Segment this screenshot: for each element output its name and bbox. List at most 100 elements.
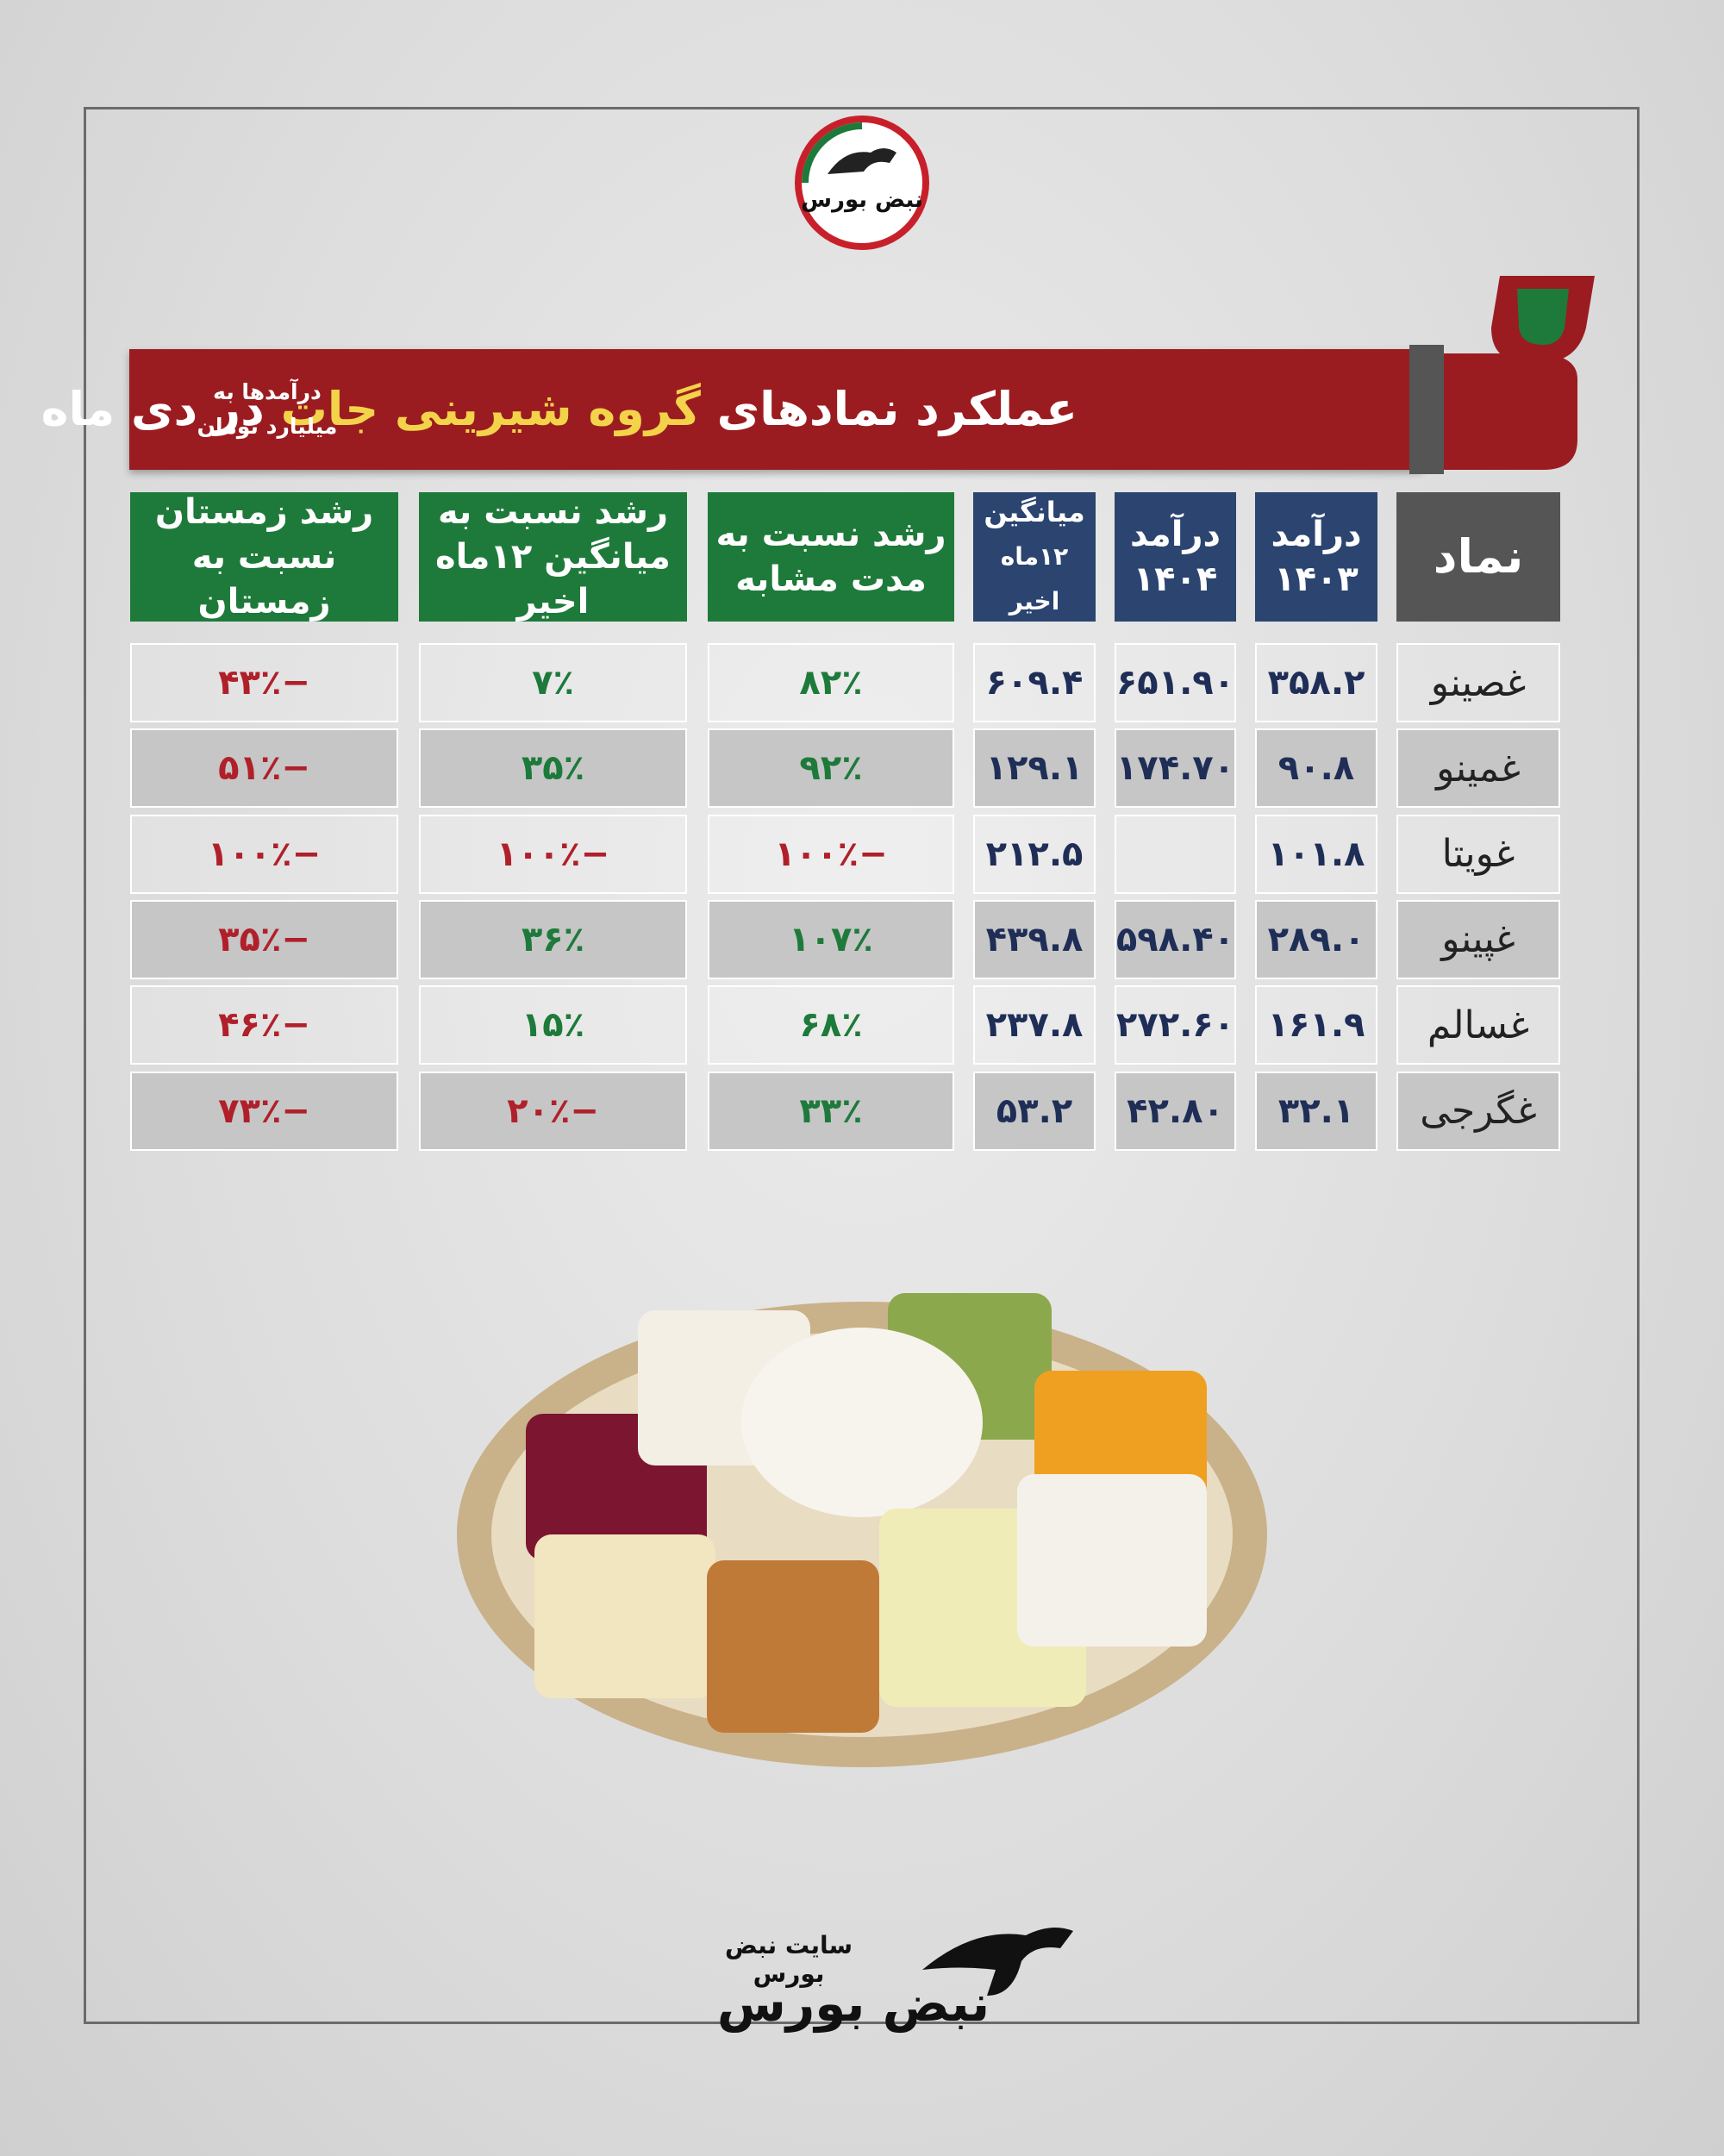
logo: نبض بورس [795,116,929,250]
title-highlight: گروه شیرینی جات [280,382,701,436]
sweet [707,1560,879,1733]
cell-text: ۶۵۱.۹۰ [1115,663,1235,703]
cell-text: ۳۵۸.۲ [1267,663,1365,703]
cell-text: ۸۲٪ [799,663,863,703]
table-cell: ۷٪ [419,643,687,722]
cell-text: ۱۶۱.۹ [1267,1005,1365,1046]
sweets-image [457,1293,1267,1767]
cuff [1409,345,1444,474]
column-header: نماد [1396,492,1560,622]
cell-text: ۶۰۹.۴ [985,663,1084,703]
cell-text: غسالم [1427,1003,1530,1047]
table-cell: ۳۲.۱ [1255,1071,1377,1151]
cell-text: ۱۲۹.۱ [985,748,1084,789]
table-cell: ۳۳٪ [708,1071,954,1151]
cell-text: −۲۰٪ [507,1090,599,1131]
cell-text: ۵۹۸.۴۰ [1115,919,1235,959]
logo-ring [795,116,929,250]
table: نماد درآمد ۱۴۰۳ درآمد ۱۴۰۴ میانگین ۱۲ماه اخیر ر… [130,492,1560,1151]
footer-bull [922,1928,1073,1996]
title-part: عملکرد نمادهای [716,382,1078,436]
column-header: درآمد ۱۴۰۳ [1255,492,1377,622]
header-line: میانگین ۱۲ماه اخیر [435,537,671,622]
row-label: غصینو [1396,643,1560,722]
cell-text: ۴۳۹.۸ [985,919,1084,959]
sign-inner [1517,289,1569,345]
logo-arc [802,122,863,184]
table-cell: ۱۲۹.۱ [973,728,1096,809]
cell-text: ۶۸٪ [799,1005,863,1046]
sweet [534,1534,715,1698]
cell-text: ۹۰.۸ [1277,748,1355,789]
footer-site: سایت نبض بورس [724,1931,853,1988]
cell-text: ۲۷۲.۶۰ [1115,1005,1235,1046]
cell-text: غمینو [1436,746,1521,791]
cell-text: ۳۳٪ [799,1090,863,1131]
table-cell: ۴۲.۸۰ [1115,1071,1236,1151]
cell-text: ۳۲.۱ [1277,1090,1355,1131]
cell-text: ۴۲.۸۰ [1127,1090,1224,1131]
table-cell: ۱۰۷٪ [708,899,954,979]
bull [922,1928,1073,1996]
header-line: نماد [1433,529,1524,584]
cell-text: غگرجی [1420,1089,1537,1133]
table-cell: ۲۸۹.۰ [1255,899,1377,979]
title-banner: عملکرد نمادهای گروه شیرینی جات در دی ماه… [41,349,1422,470]
table-cell: ۱۰۱.۸ [1255,814,1377,894]
table-cell: ۹۲٪ [708,728,954,809]
footer-brand: نبض بورس [716,1974,990,2033]
cell-text: ۱۰۱.۸ [1267,834,1365,874]
table-cell: ۵۹۸.۴۰ [1115,899,1236,979]
table-cell: ۳۶٪ [419,899,687,979]
cell-text: ۲۸۹.۰ [1267,919,1365,959]
unit-note: درآمدها به میلیارد تومان [155,375,379,444]
cell-text: ۳۶٪ [521,919,585,959]
sweet [741,1328,983,1517]
cell-text: −۱۰۰٪ [774,834,888,874]
header-line: مدت مشابه [735,559,927,599]
fist [1440,353,1577,470]
cell-text: ۷٪ [532,663,574,703]
cell-text: غپینو [1441,917,1515,962]
header-line: ۱۴۰۴ [1133,559,1218,599]
cell-text: غویتا [1441,832,1515,877]
header-line: ۱۲ماه اخیر [1000,542,1069,616]
table-cell: −۴۳٪ [130,643,398,722]
column-header: رشد زمستان نسبت به زمستان [130,492,398,622]
table-cell: −۱۰۰٪ [130,814,398,894]
table-cell: ۶۵۱.۹۰ [1115,643,1236,722]
column-header: میانگین ۱۲ماه اخیر [973,492,1096,622]
note-line: میلیارد تومان [197,414,338,439]
table-cell: ۳۵۸.۲ [1255,643,1377,722]
cell-text: −۱۰۰٪ [207,834,322,874]
cell-text: −۱۰۰٪ [496,834,610,874]
sweet [1017,1474,1207,1647]
table-cell: ۱۶۱.۹ [1255,985,1377,1066]
cell-text: ۳۵٪ [521,748,585,789]
logo-bull [828,148,896,174]
header-line: نسبت به زمستان [191,537,337,622]
cell-text: −۴۶٪ [218,1005,310,1046]
table-cell: −۷۳٪ [130,1071,398,1151]
header-line: رشد زمستان [154,492,374,532]
frame [84,107,1640,2024]
table-cell: ۱۷۴.۷۰ [1115,728,1236,809]
table-cell: −۵۱٪ [130,728,398,809]
cell-text: ۲۳۷.۸ [985,1005,1084,1046]
table-cell [1115,814,1236,894]
cell-text: −۷۳٪ [218,1090,310,1131]
cell-text: غصینو [1430,660,1527,705]
table-cell: ۲۷۲.۶۰ [1115,985,1236,1066]
table-cell: ۱۵٪ [419,985,687,1066]
cell-text: −۵۱٪ [218,748,310,789]
table-cell: −۱۰۰٪ [419,814,687,894]
cell-text: ۱۷۴.۷۰ [1115,748,1235,789]
table-cell: ۸۲٪ [708,643,954,722]
row-label: غگرجی [1396,1071,1560,1151]
table-cell: −۱۰۰٪ [708,814,954,894]
header-line: میانگین [984,496,1085,528]
header-line: درآمد [1271,515,1362,554]
table-cell: ۳۵٪ [419,728,687,809]
column-header: رشد نسبت به مدت مشابه [708,492,954,622]
logo-text: نبض بورس [801,187,923,213]
